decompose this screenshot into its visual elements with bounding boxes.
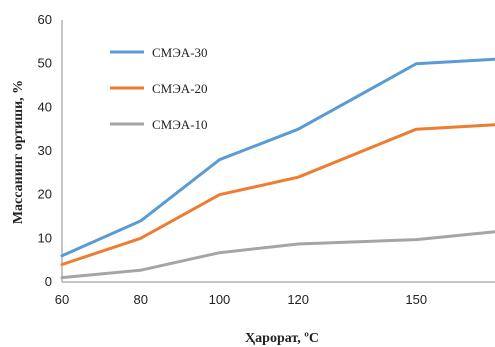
y-tick-label: 40 [38,99,52,114]
x-tick-labels: 60 80 100 120 150 [55,292,427,307]
x-tick-label: 60 [55,292,69,307]
x-tick-label: 150 [405,292,427,307]
series-lines [60,57,495,280]
x-tick-label: 80 [133,292,147,307]
legend-label: СМЭА-10 [152,117,208,132]
x-axis-title: Ҳарорат, ºC [245,331,319,346]
series-line [60,123,495,266]
y-tick-label: 50 [38,56,52,71]
x-tick-label: 100 [209,292,231,307]
y-tick-label: 60 [38,12,52,27]
y-tick-label: 0 [45,274,52,289]
plot-area [61,20,495,283]
legend: СМЭА-30 СМЭА-20 СМЭА-10 [110,45,208,132]
legend-label: СМЭА-20 [152,81,208,96]
x-tick-label: 120 [287,292,309,307]
y-tick-label: 20 [38,187,52,202]
y-tick-label: 10 [38,230,52,245]
legend-label: СМЭА-30 [152,45,208,60]
series-line [60,57,495,258]
y-axis-title: Массанинг ортиши, % [11,80,26,224]
y-tick-label: 30 [38,143,52,158]
series-line [60,230,495,280]
y-tick-labels: 0 10 20 30 40 50 60 [38,12,52,289]
